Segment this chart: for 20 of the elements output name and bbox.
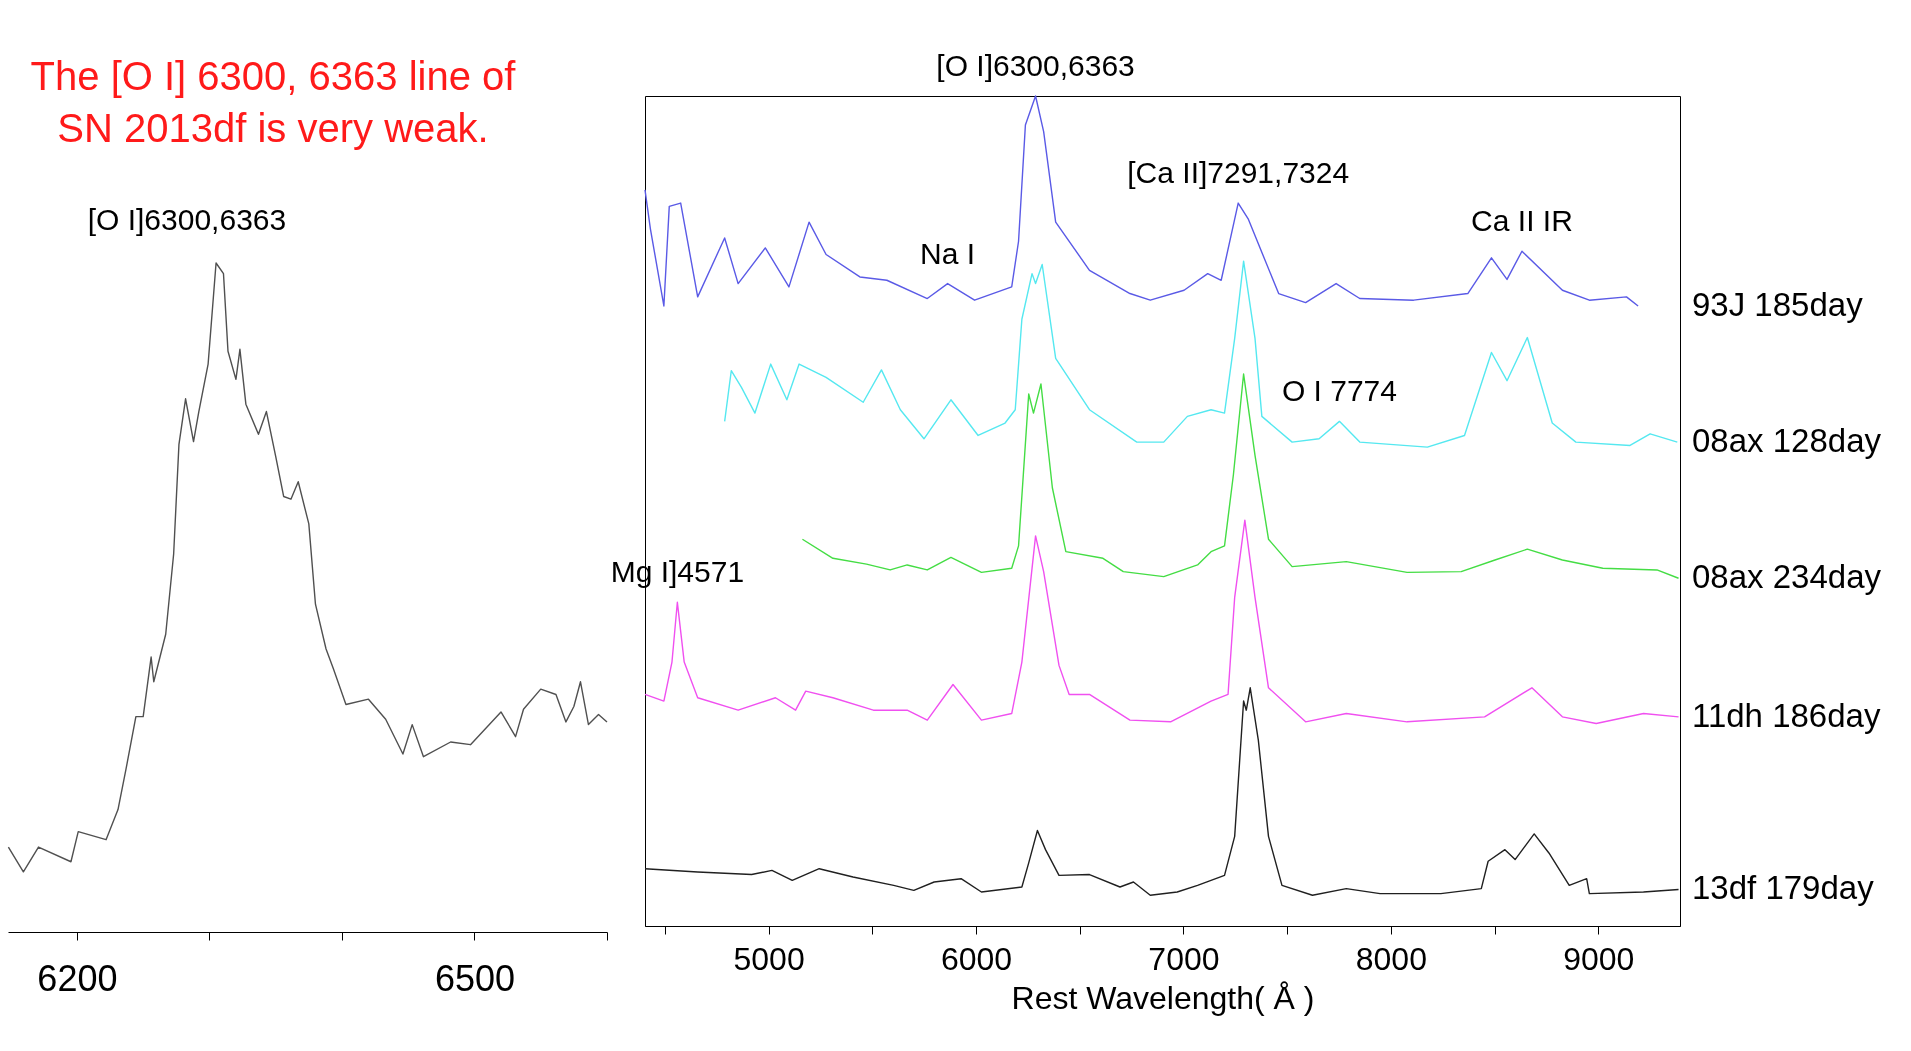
series-label: 13df 179day bbox=[1692, 869, 1875, 907]
annotation: Na I bbox=[920, 236, 976, 270]
series-label: 08ax 128day bbox=[1692, 422, 1882, 460]
chart-title: [O I]6300,6363 bbox=[87, 203, 287, 237]
x-axis-title: Rest Wavelength( Å ) bbox=[1011, 979, 1315, 1016]
series-label: 11dh 186day bbox=[1692, 696, 1881, 734]
annotation: [Ca II]7291,7324 bbox=[1127, 156, 1350, 190]
annotation: Ca II IR bbox=[1471, 204, 1573, 238]
x-tick-label: 6000 bbox=[940, 940, 1013, 977]
x-tick-label: 7000 bbox=[1148, 940, 1220, 977]
annotation: O I 7774 bbox=[1281, 374, 1397, 408]
x-tick-label: 9000 bbox=[1563, 940, 1635, 977]
x-tick-label: 5000 bbox=[733, 940, 805, 977]
series-label: 93J 185day bbox=[1692, 285, 1864, 323]
annotation: [O I]6300,6363 bbox=[936, 49, 1135, 82]
series-label: 08ax 234day bbox=[1692, 558, 1882, 596]
x-tick-label: 6200 bbox=[37, 957, 118, 999]
text: The [O I] 6300, 6363 line of SN 2013df is very weak. bbox=[29, 53, 517, 152]
x-tick-label: 6500 bbox=[434, 957, 516, 999]
x-tick-label: 8000 bbox=[1355, 940, 1427, 977]
